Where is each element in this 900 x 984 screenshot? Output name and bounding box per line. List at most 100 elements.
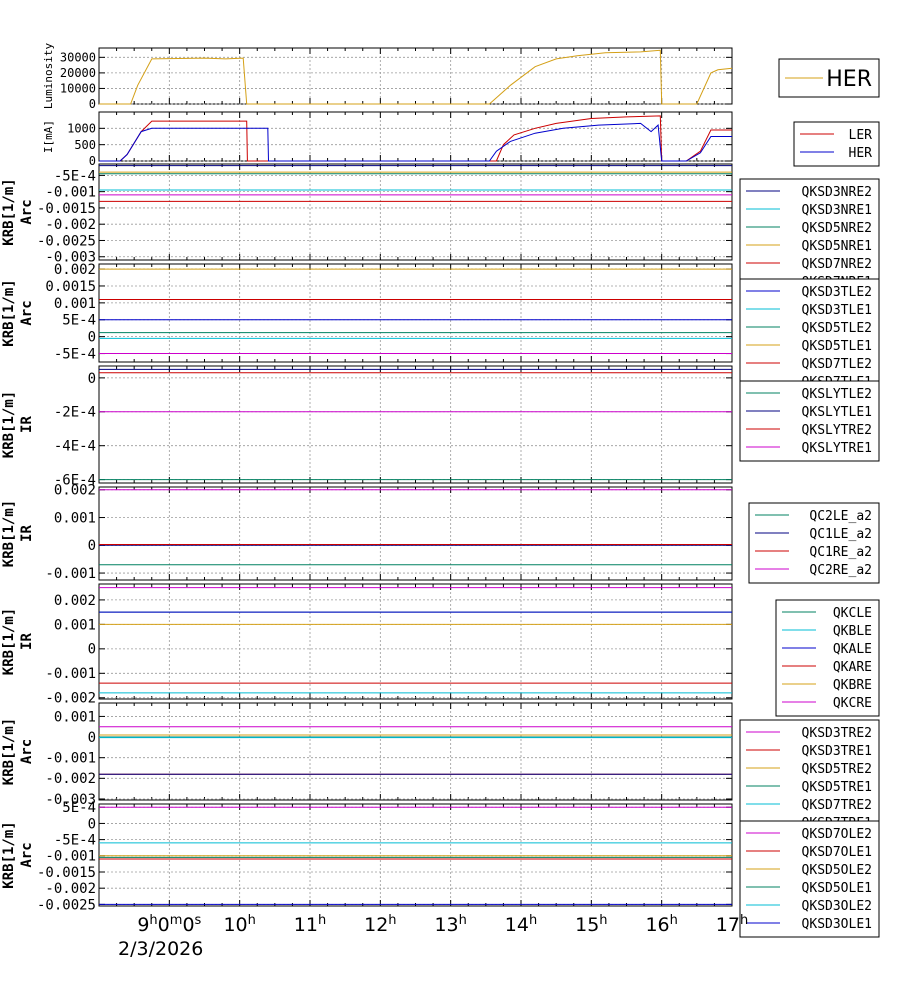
legend-box-arc1: [739, 178, 880, 296]
series-her-line: [99, 122, 732, 162]
tick-label-x: 9h0m0s: [137, 913, 201, 937]
legend-label: QKSD7OLE1: [802, 845, 872, 860]
legend-label: QC2LE_a2: [809, 509, 872, 524]
axis-title-y2: IR: [19, 525, 35, 542]
tick-label-y: 0.001: [54, 617, 96, 633]
legend-label: QC1LE_a2: [809, 527, 872, 542]
legend-label: QKSLYTRE2: [802, 423, 872, 438]
tick-label-y: 0.001: [54, 510, 96, 526]
tick-label-y: -5E-4: [54, 346, 96, 362]
legend-label: QKSD3NRE2: [802, 185, 872, 200]
tick-label-y: -0.002: [45, 771, 96, 787]
tick-label-x: 12h: [364, 913, 396, 937]
axis-title-y: KRB[1/m]: [1, 178, 17, 245]
tick-label-x: 13h: [434, 913, 466, 937]
axis-title-y2: IR: [19, 416, 35, 433]
axis-title-y: KRB[1/m]: [1, 718, 17, 785]
panel-frame-arc4: [98, 803, 733, 907]
legend-label: QKALE: [833, 642, 872, 657]
tick-label-y: 0.002: [54, 593, 96, 609]
legend-label: QKSD7TLE2: [802, 357, 872, 372]
tick-label-y: -5E-4: [54, 168, 96, 184]
axis-title-y2: Arc: [19, 300, 35, 325]
legend-label: QKBRE: [833, 678, 872, 693]
legend-label: QKSD5TLE2: [802, 321, 872, 336]
panel-frame-arc2: [98, 263, 733, 363]
legend-label: LER: [849, 128, 873, 143]
axis-title-y2: Arc: [19, 739, 35, 764]
axis-title-y2: IR: [19, 633, 35, 650]
axis-title-y: Luminosity: [42, 43, 55, 110]
tick-label-y: 0: [88, 730, 96, 746]
legend-label: QKSD3OLE2: [802, 899, 872, 914]
tick-label-x: 14h: [505, 913, 537, 937]
legend-label: HER: [849, 146, 873, 161]
tick-label-y: -4E-4: [54, 439, 96, 455]
tick-label-y: -0.0025: [37, 233, 96, 249]
tick-label-y: 10000: [60, 82, 96, 96]
tick-label-y: -0.002: [45, 217, 96, 233]
legend-label: QKSD5OLE1: [802, 881, 872, 896]
legend-label: QKSD5OLE2: [802, 863, 872, 878]
tick-label-y: 0: [89, 154, 96, 168]
tick-label-y: -0.0015: [37, 201, 96, 217]
tick-label-x: 15h: [575, 913, 607, 937]
tick-label-y: -6E-4: [54, 473, 96, 489]
axis-title-y2: Arc: [19, 842, 35, 867]
tick-label-y: 0: [88, 330, 96, 346]
tick-label-y: 0.001: [54, 709, 96, 725]
tick-label-x: 11h: [294, 913, 326, 937]
axis-title-y: KRB[1/m]: [1, 821, 17, 888]
axis-title-y: I[mA]: [42, 120, 55, 153]
tick-label-y: 0.001: [54, 296, 96, 312]
series-her-line: [99, 49, 733, 105]
panel-frame-arc1: [98, 163, 733, 261]
legend-box-arc3: [739, 719, 880, 837]
axis-title-y: KRB[1/m]: [1, 391, 17, 458]
tick-label-y: 0.0015: [45, 279, 96, 295]
legend-label: QKSD3TRE2: [802, 726, 872, 741]
legend-box-ir1: [739, 380, 880, 462]
tick-label-y: 0.002: [54, 483, 96, 499]
tick-label-x: 10h: [223, 913, 255, 937]
panel-frame-ir2: [98, 486, 733, 581]
tick-label-y: -0.001: [45, 849, 96, 865]
legend-label: QKSD5NRE1: [802, 239, 872, 254]
tick-label-y: -5E-4: [54, 833, 96, 849]
tick-label-y: 5E-4: [62, 800, 96, 816]
tick-label-y: 1000: [67, 122, 96, 136]
axis-title-y: KRB[1/m]: [1, 500, 17, 567]
legend-box-arc2: [739, 278, 880, 396]
axis-title-y: KRB[1/m]: [1, 608, 17, 675]
legend-label: QC2RE_a2: [809, 563, 872, 578]
tick-label-y: -0.0025: [37, 897, 96, 913]
tick-label-y: 0: [89, 97, 96, 111]
legend-label: QKCRE: [833, 696, 872, 711]
legend-label: QKARE: [833, 660, 872, 675]
legend-label: QKSD3NRE1: [802, 203, 872, 218]
legend-label: QKSD5TRE2: [802, 762, 872, 777]
legend-label: QKBLE: [833, 624, 872, 639]
tick-label-y: 30000: [60, 51, 96, 65]
legend-label: HER: [826, 67, 872, 92]
tick-label-y: 0: [88, 642, 96, 658]
date-label: 2/3/2026: [118, 938, 203, 960]
axis-title-y: KRB[1/m]: [1, 279, 17, 346]
legend-label: QKSD7TRE2: [802, 798, 872, 813]
tick-label-y: -0.003: [45, 792, 96, 808]
legend-label: QC1RE_a2: [809, 545, 872, 560]
legend-label: QKSLYTLE2: [802, 387, 872, 402]
legend-label: QKSD3TLE2: [802, 285, 872, 300]
legend-label: QKSD3TLE1: [802, 303, 872, 318]
legend-label: QKSD3TRE1: [802, 744, 872, 759]
legend-label: QKCLE: [833, 606, 872, 621]
legend-box-ir2: [748, 502, 880, 584]
panel-frame-ir1: [98, 365, 733, 484]
tick-label-y: -0.002: [45, 881, 96, 897]
legend-box-cur: [793, 121, 880, 167]
panel-frame-lum: [98, 47, 733, 105]
tick-label-y: -0.001: [45, 666, 96, 682]
legend-label: QKSD7NRE2: [802, 257, 872, 272]
legend-label: QKSD3OLE1: [802, 917, 872, 932]
